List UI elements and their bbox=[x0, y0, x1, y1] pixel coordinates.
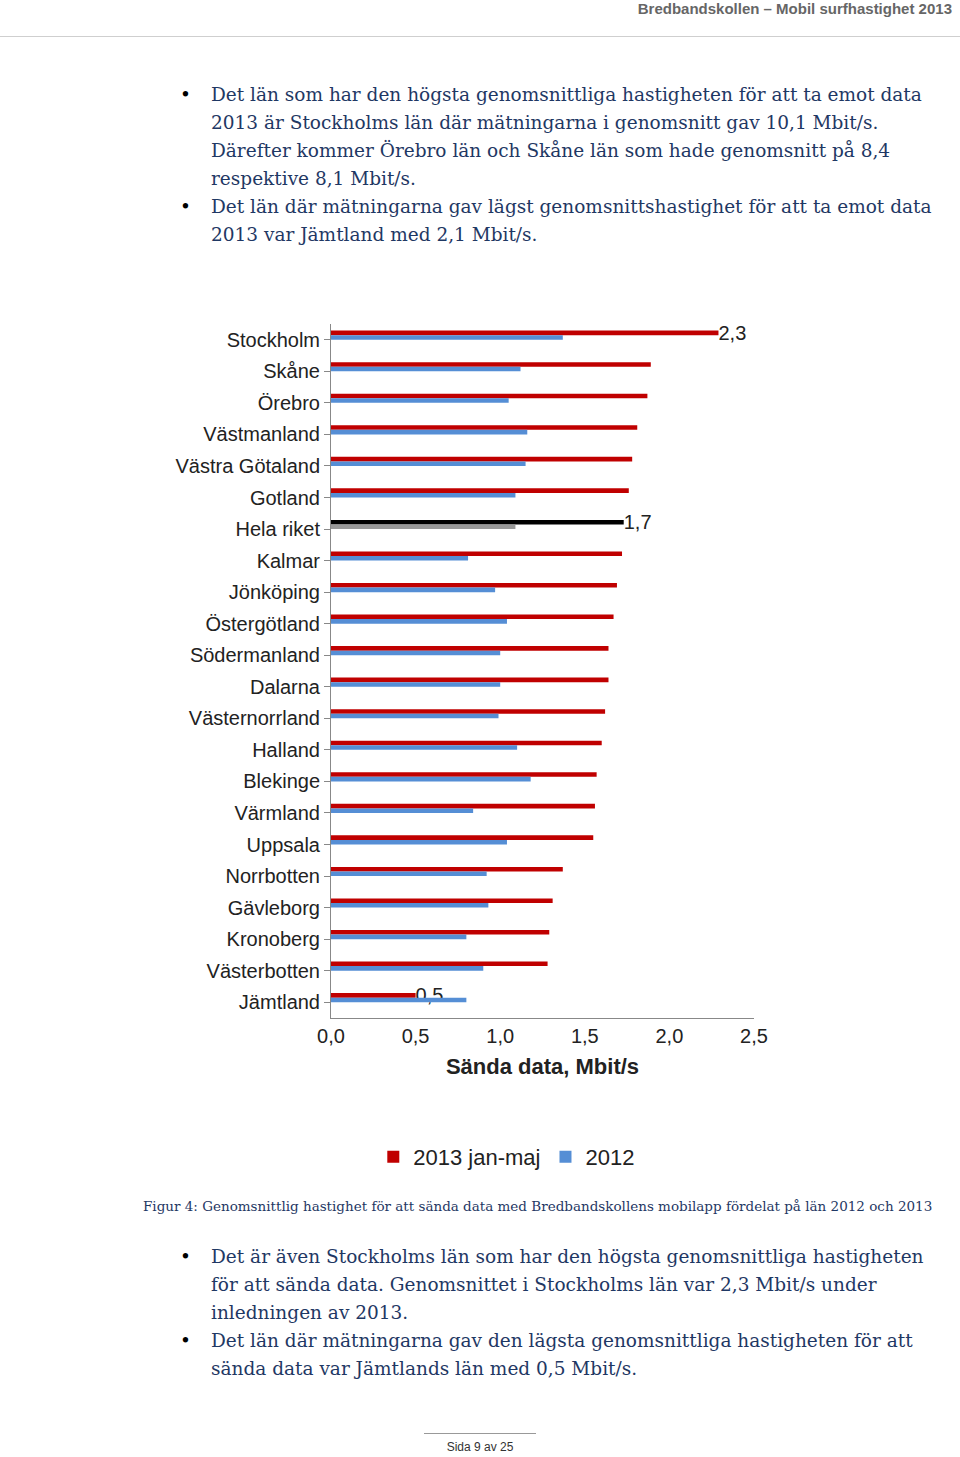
svg-text:Örebro: Örebro bbox=[258, 392, 320, 414]
svg-text:Södermanland: Södermanland bbox=[190, 644, 320, 666]
svg-text:Västerbotten: Västerbotten bbox=[207, 960, 320, 982]
svg-text:2012: 2012 bbox=[585, 1145, 634, 1170]
html-text:Det är även Stockholms län som: Det är även Stockholms län som har den h… bbox=[211, 1246, 924, 1323]
svg-text:1,7: 1,7 bbox=[624, 511, 652, 533]
svg-text:2,0: 2,0 bbox=[655, 1025, 683, 1047]
svg-text:Västmanland: Västmanland bbox=[203, 423, 320, 445]
svg-text:Blekinge: Blekinge bbox=[243, 770, 320, 792]
svg-text:Gotland: Gotland bbox=[250, 487, 320, 509]
svg-text:Stockholm: Stockholm bbox=[227, 329, 320, 351]
svg-text:Dalarna: Dalarna bbox=[250, 676, 321, 698]
svg-text:Norrbotten: Norrbotten bbox=[226, 865, 321, 887]
svg-text:2013 jan-maj: 2013 jan-maj bbox=[413, 1145, 540, 1170]
html-text:Det län där mätningarna gav lä: Det län där mätningarna gav lägst genoms… bbox=[211, 196, 932, 245]
svg-text:Jönköping: Jönköping bbox=[229, 581, 320, 603]
svg-text:1,0: 1,0 bbox=[486, 1025, 514, 1047]
html-text:Det län som har den högsta gen: Det län som har den högsta genomsnittlig… bbox=[211, 84, 922, 189]
svg-text:Kalmar: Kalmar bbox=[257, 550, 321, 572]
svg-text:Skåne: Skåne bbox=[263, 360, 320, 382]
svg-text:0,5: 0,5 bbox=[416, 984, 444, 1006]
svg-text:0,5: 0,5 bbox=[402, 1025, 430, 1047]
svg-text:Hela riket: Hela riket bbox=[236, 518, 321, 540]
html-text:Sida 9 av 25: Sida 9 av 25 bbox=[446, 1440, 514, 1454]
svg-text:Värmland: Värmland bbox=[234, 802, 320, 824]
svg-text:Halland: Halland bbox=[252, 739, 320, 761]
svg-text:2,5: 2,5 bbox=[740, 1025, 768, 1047]
svg-text:Kronoberg: Kronoberg bbox=[227, 928, 320, 950]
html-text:Bredbandskollen – Mobil surfha: Bredbandskollen – Mobil surfhastighet 20… bbox=[637, 0, 952, 17]
svg-text:Uppsala: Uppsala bbox=[247, 834, 321, 856]
html-text:Det län där mätningarna gav de: Det län där mätningarna gav den lägsta g… bbox=[211, 1330, 913, 1379]
svg-text:Gävleborg: Gävleborg bbox=[228, 897, 320, 919]
svg-text:2,3: 2,3 bbox=[718, 322, 746, 344]
svg-text:Östergötland: Östergötland bbox=[205, 613, 320, 635]
svg-text:Sända data, Mbit/s: Sända data, Mbit/s bbox=[446, 1054, 639, 1079]
svg-text:Jämtland: Jämtland bbox=[239, 991, 320, 1013]
svg-text:Västra Götaland: Västra Götaland bbox=[175, 455, 320, 477]
html-text:Figur 4: Genomsnittlig hastigh: Figur 4: Genomsnittlig hastighet för att… bbox=[143, 1198, 933, 1214]
svg-text:1,5: 1,5 bbox=[571, 1025, 599, 1047]
svg-text:Västernorrland: Västernorrland bbox=[189, 707, 320, 729]
svg-text:0,0: 0,0 bbox=[317, 1025, 345, 1047]
